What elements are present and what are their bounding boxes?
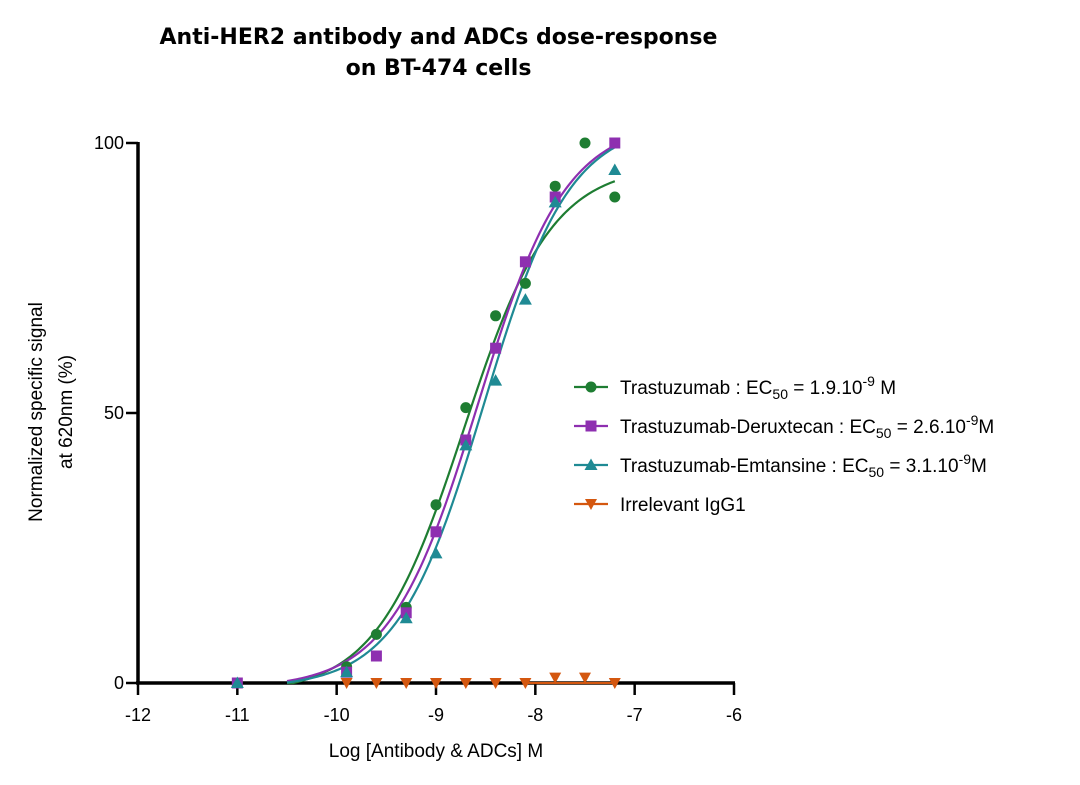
legend: Trastuzumab : EC50 = 1.9.10-9 MTrastuzum… [574,373,994,516]
x-tick-label: -8 [527,705,543,725]
legend-text-part: M [875,378,896,399]
legend-marker-irrelevant-igg1 [585,499,597,510]
data-point-trastuzumab [460,402,472,414]
data-point-trastuzumab-deruxtecan [609,137,621,149]
data-point-trastuzumab-deruxtecan [519,256,531,268]
x-axis-label: Log [Antibody & ADCs] M [329,741,543,762]
y-tick-label: 50 [104,403,124,423]
data-point-irrelevant-igg1 [519,678,532,689]
data-point-trastuzumab-deruxtecan [370,650,382,662]
data-point-trastuzumab [370,628,382,640]
x-tick-label: -12 [125,705,151,725]
legend-superscript: -9 [959,451,972,467]
data-point-trastuzumab [549,180,561,192]
data-point-trastuzumab [490,310,502,322]
data-point-trastuzumab-emtansine [608,163,622,175]
legend-marker-trastuzumab [585,381,597,393]
data-point-trastuzumab-emtansine [459,438,473,451]
x-tick-label: -10 [324,705,350,725]
data-point-trastuzumab-emtansine [399,611,413,624]
fit-curve-trastuzumab-deruxtecan [286,144,616,683]
ticks: -12 -11 -10 -9 -8 -7 -6 0 50 100 [94,133,742,725]
data-point-irrelevant-igg1 [430,678,442,689]
chart-title: Anti-HER2 antibody and ADCs dose-respons… [0,22,877,84]
legend-subscript: 50 [869,464,885,480]
data-point-irrelevant-igg1 [400,678,413,689]
legend-label-trastuzumab-deruxtecan: Trastuzumab-Deruxtecan : EC50 = 2.6.10-9… [620,412,994,441]
legend-superscript: -9 [862,373,875,389]
data-point-trastuzumab [430,499,442,511]
x-tick-label: -7 [627,705,643,725]
y-axis-label-line-2: at 620nm (%) [56,355,77,469]
legend-subscript: 50 [876,425,892,441]
data-point-trastuzumab-emtansine [340,665,354,678]
data-point-irrelevant-igg1 [340,678,353,689]
data-point-trastuzumab-deruxtecan [430,526,442,538]
y-tick-label: 0 [114,673,124,693]
legend-text-part: M [978,417,994,438]
legend-subscript: 50 [772,386,788,402]
data-point-trastuzumab-emtansine [518,293,532,305]
legend-text-part: = 3.1.10 [884,456,958,477]
data-point-trastuzumab [519,277,531,289]
legend-text-part: Irrelevant IgG1 [620,495,746,516]
data-point-trastuzumab-deruxtecan [490,342,502,354]
data-point-irrelevant-igg1 [579,672,591,684]
data-point-trastuzumab-emtansine [489,374,503,386]
data-point-irrelevant-igg1 [370,678,383,689]
axes [136,142,735,685]
data-points [230,137,622,689]
data-point-irrelevant-igg1 [608,678,621,689]
legend-text-part: Trastuzumab : EC [620,378,772,399]
chart-title-line-2: on BT-474 cells [345,56,532,81]
legend-label-trastuzumab-emtansine: Trastuzumab-Emtansine : EC50 = 3.1.10-9M [620,451,987,480]
legend-text-part: Trastuzumab-Deruxtecan : EC [620,417,876,438]
data-point-irrelevant-igg1 [489,678,502,689]
fit-curves [286,144,616,685]
x-tick-label: -9 [428,705,444,725]
data-point-irrelevant-igg1 [459,678,472,689]
legend-superscript: -9 [966,412,979,428]
legend-text-part: = 1.9.10 [788,378,862,399]
data-point-trastuzumab [579,137,591,149]
x-tick-label: -11 [225,705,250,725]
data-point-trastuzumab [609,191,621,203]
legend-text-part: M [971,456,987,477]
fit-curve-trastuzumab [287,180,616,685]
data-point-trastuzumab-emtansine [429,546,443,559]
legend-marker-trastuzumab-emtansine [584,458,598,470]
data-point-trastuzumab-emtansine [230,676,244,688]
fit-curve-trastuzumab-emtansine [286,146,616,684]
legend-label-irrelevant-igg1: Irrelevant IgG1 [620,495,746,516]
x-tick-label: -6 [726,705,742,725]
chart-title-line-1: Anti-HER2 antibody and ADCs dose-respons… [159,25,718,50]
data-point-irrelevant-igg1 [549,672,562,684]
legend-text-part: = 2.6.10 [891,417,965,438]
data-point-trastuzumab-emtansine [548,195,562,208]
legend-marker-trastuzumab-deruxtecan [585,420,597,432]
y-tick-label: 100 [94,133,124,153]
legend-label-trastuzumab: Trastuzumab : EC50 = 1.9.10-9 M [620,373,896,402]
y-axis-label-line-1: Normalized specific signal [26,302,47,522]
legend-text-part: Trastuzumab-Emtansine : EC [620,456,869,477]
